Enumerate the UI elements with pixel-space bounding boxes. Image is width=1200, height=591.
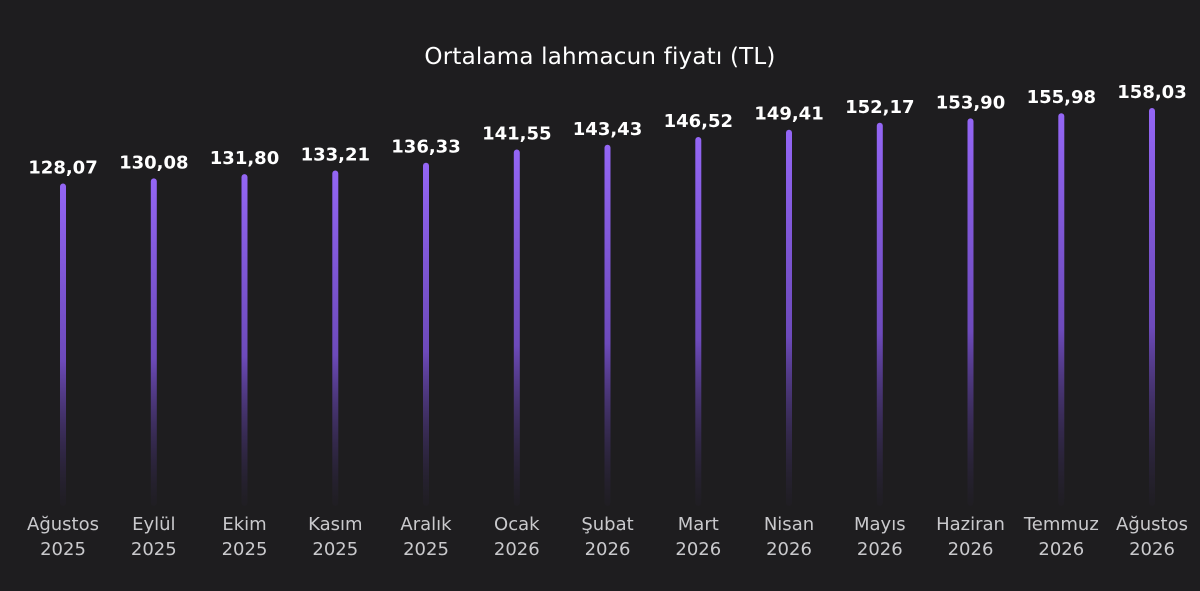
x-tick-label-year: 2026 [1038,539,1084,560]
x-tick-label-month: Eylül [132,514,175,535]
chart-title: Ortalama lahmacun fiyatı (TL) [424,44,776,70]
x-tick-label-year: 2026 [585,539,631,560]
data-label: 136,33 [391,137,460,158]
x-tick-label-year: 2026 [857,539,903,560]
x-tick-label-year: 2025 [222,539,268,560]
data-label: 152,17 [845,97,914,118]
x-tick-label-year: 2025 [40,539,86,560]
data-label: 131,80 [210,148,279,169]
data-label: 153,90 [936,92,1005,113]
bar [423,162,429,506]
data-label: 143,43 [573,119,642,140]
x-tick-label-year: 2025 [131,539,177,560]
x-tick-label-month: Kasım [308,514,362,535]
data-label: 158,03 [1117,82,1186,103]
x-tick-label-year: 2026 [494,539,540,560]
data-label: 155,98 [1027,87,1096,108]
bar [695,137,702,506]
value-labels-layer: 128,07 130,08 131,80 133,21 136,33 141,55 143,… [28,82,1186,179]
bar [786,129,792,506]
x-tick-label-month: Şubat [581,514,633,535]
x-tick-label-year: 2026 [948,539,994,560]
bar [150,178,157,506]
x-tick-label-month: Ağustos [1116,514,1188,535]
bars-layer [60,108,1155,507]
x-tick-label-year: 2026 [675,539,721,560]
bar [241,174,248,506]
data-label: 141,55 [482,124,551,145]
x-tick-label-year: 2026 [766,539,812,560]
x-tick-label-year: 2025 [312,539,358,560]
data-label: 128,07 [28,158,97,179]
bar [876,122,883,507]
bar [60,183,66,506]
x-tick-label-month: Ocak [494,514,540,535]
bar [1058,113,1065,506]
bar [513,149,520,506]
data-label: 149,41 [754,104,823,125]
data-label: 130,08 [119,152,188,173]
data-label: 133,21 [301,145,370,166]
x-tick-label-month: Ekim [222,514,266,535]
x-tick-label-month: Aralık [400,514,452,535]
x-tick-label-month: Haziran [936,514,1005,535]
x-tick-label-year: 2025 [403,539,449,560]
x-tick-label-month: Nisan [764,514,814,535]
x-tick-label-month: Mayıs [854,514,906,535]
data-label: 146,52 [664,111,733,132]
tick-labels-layer: Ağustos 2025 Eylül 2025 Ekim 2025 Kasım 2025 Ara… [27,514,1188,560]
x-tick-label-month: Mart [678,514,719,535]
x-tick-label-month: Ağustos [27,514,99,535]
bar [332,170,339,506]
bar [604,144,611,507]
x-tick-label-year: 2026 [1129,539,1175,560]
x-tick-label-month: Temmuz [1023,514,1099,535]
bar [967,118,974,507]
bar [1149,108,1155,506]
